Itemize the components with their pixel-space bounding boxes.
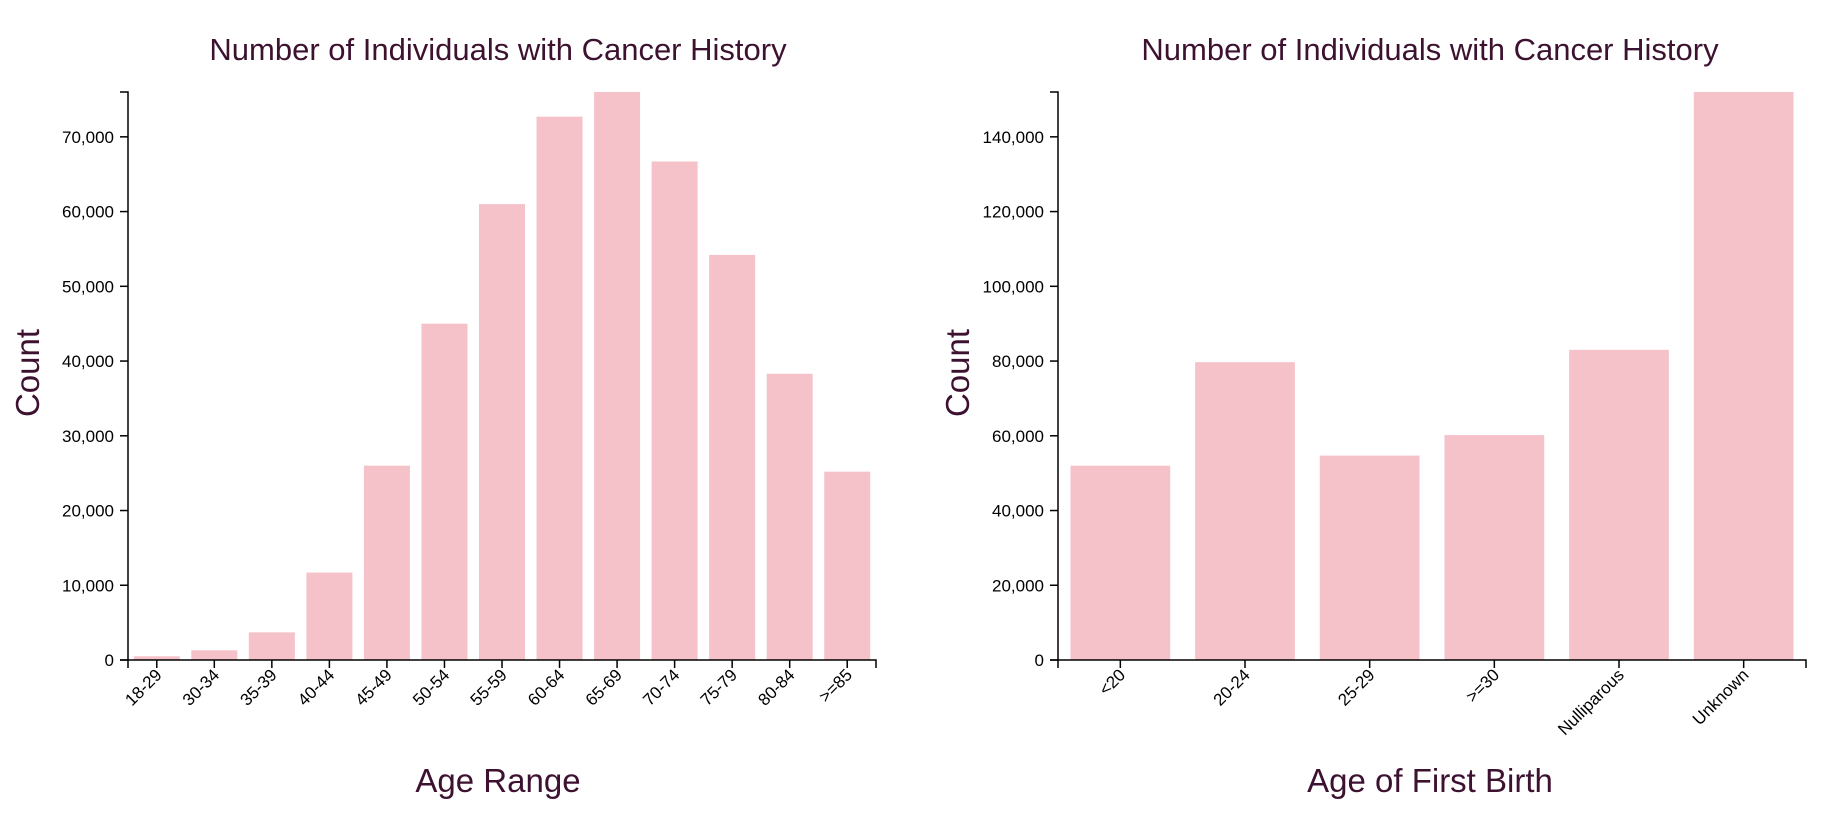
x-tick-label: Unknown — [1689, 665, 1753, 729]
bar-18-29 — [133, 656, 180, 660]
age-range-chart: Number of Individuals with Cancer Histor… — [9, 32, 877, 799]
x-tick-label: 50-54 — [409, 665, 453, 709]
y-tick-label: 0 — [1035, 651, 1044, 670]
bar-group — [1070, 92, 1794, 660]
y-tick-label: 60,000 — [992, 427, 1044, 446]
age-first-birth-chart: Number of Individuals with Cancer Histor… — [939, 32, 1807, 799]
x-tick-label: 60-64 — [524, 665, 568, 709]
x-tick-label: 35-39 — [236, 665, 280, 709]
bar-nulliparous — [1569, 349, 1669, 660]
x-axis-line — [1057, 659, 1807, 668]
x-tick-label: 25-29 — [1334, 665, 1378, 709]
x-tick-label: Nulliparous — [1554, 665, 1628, 739]
y-tick-label: 40,000 — [992, 502, 1044, 521]
bar-30-34 — [191, 650, 238, 660]
y-tick-label: 20,000 — [992, 576, 1044, 595]
bar-group — [133, 92, 871, 661]
y-axis-label: Count — [9, 329, 46, 417]
y-axis-line — [1050, 91, 1059, 661]
y-axis-line — [120, 91, 129, 661]
bar-20 — [1070, 465, 1171, 660]
bar-45-49 — [363, 465, 410, 660]
bar-35-39 — [248, 632, 295, 660]
y-tick-label: 30,000 — [62, 427, 114, 446]
x-tick-label: 80-84 — [754, 665, 798, 709]
y-tick-label: 120,000 — [983, 203, 1044, 222]
bar-55-59 — [478, 204, 526, 660]
y-tick-label: 20,000 — [62, 502, 114, 521]
x-tick-label: >=85 — [815, 665, 856, 706]
y-tick-label: 10,000 — [62, 576, 114, 595]
chart-title: Number of Individuals with Cancer Histor… — [209, 32, 787, 67]
x-tick-label: 30-34 — [179, 665, 223, 709]
y-tick-label: 80,000 — [992, 352, 1044, 371]
bar-40-44 — [306, 572, 353, 660]
x-tick-label: 70-74 — [639, 665, 683, 709]
bar-60-64 — [536, 116, 583, 661]
x-tick-label: 55-59 — [467, 665, 511, 709]
x-tick-label: 45-49 — [352, 665, 396, 709]
x-tick-label: 20-24 — [1210, 665, 1254, 709]
x-tick-label: 40-44 — [294, 665, 338, 709]
x-axis: <20 20-24 25-29 >=30 Nulliparous Unknown — [1057, 659, 1807, 739]
y-axis: 0 10,000 20,000 30,000 40,000 50,000 60,000 70,… — [62, 91, 129, 670]
y-tick-label: 0 — [105, 651, 114, 670]
x-tick-label: 18-29 — [121, 665, 165, 709]
bar-85 — [824, 471, 871, 660]
x-axis-label: Age of First Birth — [1307, 762, 1553, 799]
x-axis-label: Age Range — [415, 762, 580, 799]
x-tick-label: >=30 — [1462, 665, 1503, 706]
y-tick-label: 140,000 — [983, 128, 1044, 147]
y-tick-label: 40,000 — [62, 352, 114, 371]
bar-25-29 — [1319, 455, 1420, 660]
bar-50-54 — [421, 323, 468, 660]
bar-75-79 — [709, 254, 756, 660]
x-tick-label: 65-69 — [582, 665, 626, 709]
bar-80-84 — [766, 373, 813, 660]
y-tick-label: 50,000 — [62, 277, 114, 296]
x-tick-label: <20 — [1095, 665, 1129, 699]
y-axis: 0 20,000 40,000 60,000 80,000 100,000 120,000 1… — [983, 91, 1059, 670]
x-axis: 18-29 30-34 35-39 40-44 45-49 50-54 55-59 60-64… — [121, 659, 877, 710]
chart-title: Number of Individuals with Cancer Histor… — [1141, 32, 1719, 67]
bar-20-24 — [1195, 362, 1295, 660]
y-tick-label: 60,000 — [62, 203, 114, 222]
bar-30 — [1444, 435, 1545, 660]
bar-65-69 — [594, 92, 641, 660]
y-axis-label: Count — [939, 329, 976, 417]
y-tick-label: 100,000 — [983, 277, 1044, 296]
bar-70-74 — [651, 161, 698, 661]
bar-unknown — [1693, 92, 1794, 660]
y-tick-label: 70,000 — [62, 128, 114, 147]
x-tick-label: 75-79 — [697, 665, 741, 709]
